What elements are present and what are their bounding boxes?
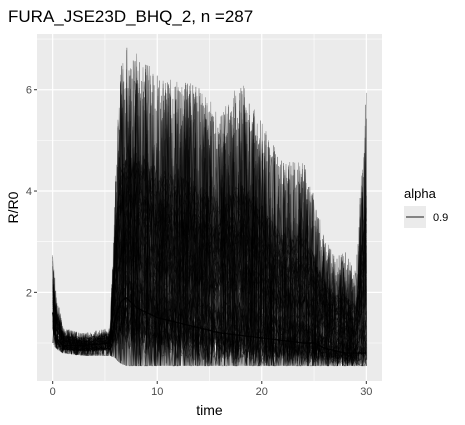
- series-trace: [52, 84, 367, 367]
- x-tick-label: 0: [50, 386, 56, 398]
- chart-title: FURA_JSE23D_BHQ_2, n =287: [8, 7, 253, 26]
- data-series: [52, 47, 368, 367]
- series-trace: [52, 82, 367, 367]
- legend-title: alpha: [404, 186, 437, 201]
- y-axis-title: R/R0: [5, 191, 21, 223]
- series-trace: [52, 65, 367, 367]
- series-trace: [52, 66, 367, 367]
- legend: alpha 0.9: [404, 186, 448, 228]
- series-trace: [52, 85, 367, 366]
- series-trace: [52, 81, 367, 367]
- series-trace: [52, 67, 367, 367]
- y-tick-label: 6: [26, 85, 32, 97]
- y-tick-label: 2: [26, 287, 32, 299]
- x-tick-label: 20: [256, 386, 268, 398]
- series-trace: [52, 113, 367, 367]
- series-trace: [52, 61, 367, 366]
- series-trace: [52, 105, 367, 367]
- series-trace: [52, 97, 367, 366]
- x-axis: 0 10 20 30: [50, 381, 372, 398]
- series-trace: [52, 63, 367, 366]
- series-trace: [52, 69, 367, 366]
- series-trace: [52, 87, 367, 366]
- series-peaks: [52, 47, 368, 366]
- y-axis: 2 4 6: [26, 85, 37, 299]
- series-trace: [52, 87, 367, 366]
- y-tick-label: 4: [26, 186, 32, 198]
- series-median: [52, 296, 367, 354]
- series-trace: [52, 83, 367, 367]
- series-trace: [52, 95, 367, 366]
- x-axis-title: time: [196, 402, 223, 418]
- series-trace: [52, 91, 367, 366]
- series-trace: [52, 93, 367, 367]
- series-trace: [52, 82, 367, 367]
- series-trace: [52, 65, 367, 367]
- series-trace: [52, 102, 367, 366]
- x-tick-label: 10: [151, 386, 163, 398]
- series-trace: [52, 88, 367, 366]
- series-trace: [52, 151, 367, 367]
- series-trace: [52, 95, 367, 367]
- legend-label: 0.9: [433, 212, 448, 224]
- series-trace: [52, 98, 367, 366]
- series-trace: [52, 98, 367, 366]
- x-tick-label: 30: [360, 386, 372, 398]
- series-trace: [52, 87, 367, 367]
- series-trace: [52, 86, 367, 367]
